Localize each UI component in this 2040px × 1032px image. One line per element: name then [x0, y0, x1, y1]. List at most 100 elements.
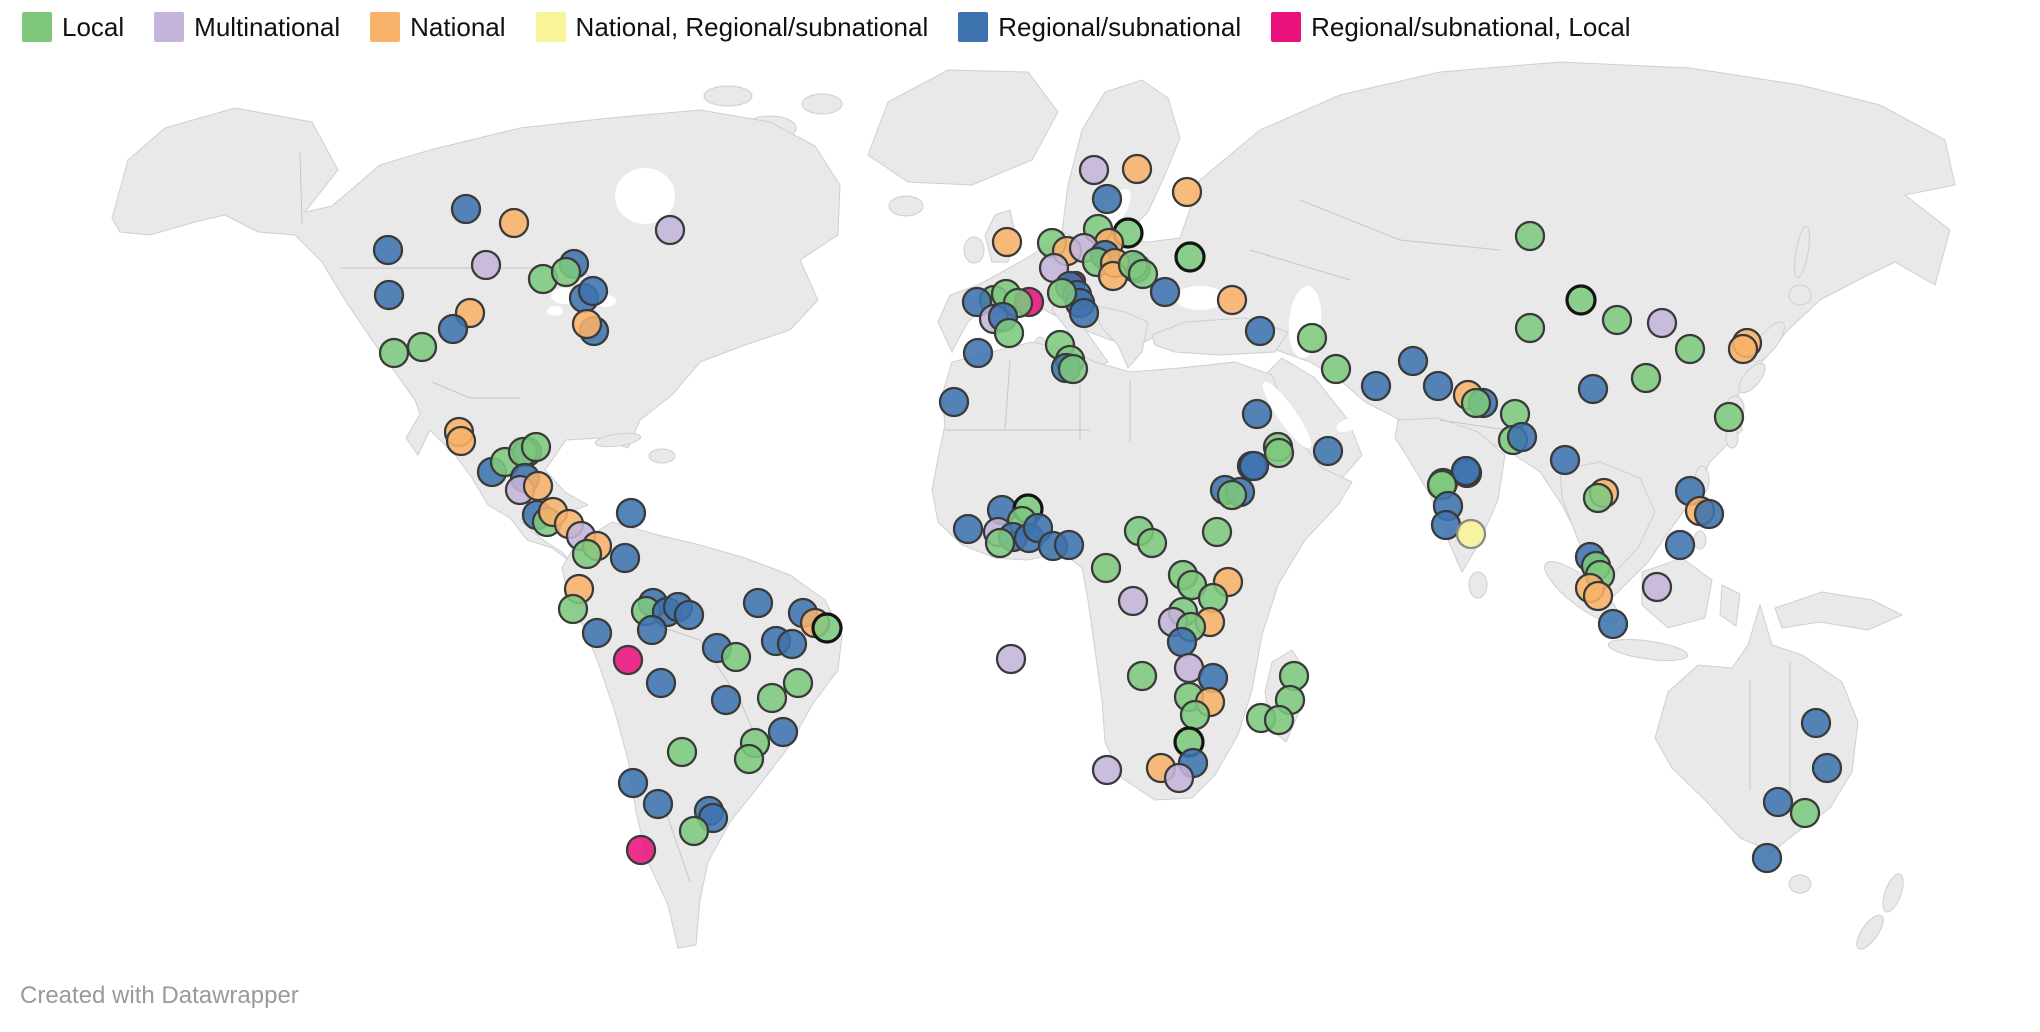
map-dot-local[interactable]: [984, 527, 1016, 559]
map-dot-regional-subnational[interactable]: [710, 684, 742, 716]
map-dot-regional-subnational[interactable]: [1577, 373, 1609, 405]
map-dot-local[interactable]: [756, 682, 788, 714]
map-dot-regional-subnational[interactable]: [437, 313, 469, 345]
map-dot-multinational[interactable]: [654, 214, 686, 246]
map-dot-local[interactable]: [678, 815, 710, 847]
map-dot-regional-subnational[interactable]: [1312, 435, 1344, 467]
map-dot-regional-subnational[interactable]: [1549, 444, 1581, 476]
map-dot-national[interactable]: [498, 207, 530, 239]
map-dot-regional-subnational[interactable]: [1800, 707, 1832, 739]
map-dot-national[interactable]: [1582, 580, 1614, 612]
map-dot-regional-subnational[interactable]: [1238, 450, 1270, 482]
map-dot-local[interactable]: [1713, 401, 1745, 433]
map-dot-local[interactable]: [1179, 699, 1211, 731]
map-dot-multinational[interactable]: [1117, 585, 1149, 617]
map-dot-local[interactable]: [1630, 362, 1662, 394]
map-dot-local[interactable]: [406, 331, 438, 363]
map-dot-multinational[interactable]: [1078, 154, 1110, 186]
map-dot-regional-subnational[interactable]: [1068, 297, 1100, 329]
map-dot-local[interactable]: [1460, 387, 1492, 419]
map-dot-local[interactable]: [1046, 277, 1078, 309]
map-dot-regional-subnational[interactable]: [1422, 370, 1454, 402]
map-dot-national[interactable]: [1171, 176, 1203, 208]
map-dot-national[interactable]: [1121, 153, 1153, 185]
map-dot-regional-subnational-local[interactable]: [625, 834, 657, 866]
map-dot-local[interactable]: [571, 538, 603, 570]
map-dot-regional-subnational[interactable]: [450, 193, 482, 225]
map-dot-regional-subnational[interactable]: [1149, 276, 1181, 308]
map-dot-regional-subnational[interactable]: [581, 617, 613, 649]
map-dot-regional-subnational[interactable]: [1811, 752, 1843, 784]
map-dot-multinational[interactable]: [1091, 754, 1123, 786]
map-dot-regional-subnational[interactable]: [1597, 608, 1629, 640]
map-dot-local[interactable]: [1601, 304, 1633, 336]
map-dot-local[interactable]: [1565, 284, 1597, 316]
map-dot-multinational[interactable]: [995, 643, 1027, 675]
map-dot-national[interactable]: [991, 226, 1023, 258]
datawrapper-credit[interactable]: Created with Datawrapper: [20, 982, 299, 1009]
map-dot-regional-subnational[interactable]: [1751, 842, 1783, 874]
map-dot-regional-subnational[interactable]: [952, 513, 984, 545]
map-dot-regional-subnational[interactable]: [767, 716, 799, 748]
map-dot-local[interactable]: [1514, 220, 1546, 252]
map-dot-multinational[interactable]: [1163, 762, 1195, 794]
map-dot-national[interactable]: [445, 425, 477, 457]
map-dot-local[interactable]: [1320, 353, 1352, 385]
map-dot-multinational[interactable]: [470, 249, 502, 281]
map-dot-regional-subnational[interactable]: [1166, 626, 1198, 658]
map-dot-local[interactable]: [1263, 704, 1295, 736]
map-dot-regional-subnational[interactable]: [645, 667, 677, 699]
map-dot-national[interactable]: [1216, 284, 1248, 316]
map-dot-regional-subnational[interactable]: [1241, 398, 1273, 430]
map-dot-regional-subnational[interactable]: [1360, 370, 1392, 402]
map-dot-regional-subnational[interactable]: [1762, 786, 1794, 818]
map-dot-local[interactable]: [378, 337, 410, 369]
map-dot-regional-subnational[interactable]: [776, 628, 808, 660]
map-dot-local[interactable]: [1136, 527, 1168, 559]
map-dot-regional-subnational[interactable]: [642, 788, 674, 820]
map-dot-regional-subnational[interactable]: [1506, 421, 1538, 453]
map-dot-regional-subnational[interactable]: [1450, 455, 1482, 487]
map-dot-local[interactable]: [1296, 322, 1328, 354]
map-dot-local[interactable]: [1674, 333, 1706, 365]
map-dot-local[interactable]: [666, 736, 698, 768]
map-dot-regional-subnational[interactable]: [577, 275, 609, 307]
map-dot-regional-subnational[interactable]: [938, 386, 970, 418]
map-dot-local[interactable]: [550, 256, 582, 288]
map-dot-national[interactable]: [522, 470, 554, 502]
map-dot-local[interactable]: [1174, 241, 1206, 273]
map-dot-regional-subnational-local[interactable]: [612, 644, 644, 676]
map-dot-regional-subnational[interactable]: [372, 234, 404, 266]
map-dot-local[interactable]: [1127, 258, 1159, 290]
map-dot-regional-subnational[interactable]: [1693, 498, 1725, 530]
map-dot-regional-subnational[interactable]: [617, 767, 649, 799]
map-dot-local[interactable]: [1789, 797, 1821, 829]
map-dot-regional-subnational[interactable]: [673, 599, 705, 631]
map-dot-local[interactable]: [1090, 552, 1122, 584]
map-dot-local[interactable]: [733, 743, 765, 775]
map-dot-regional-subnational[interactable]: [609, 542, 641, 574]
map-dot-regional-subnational[interactable]: [1053, 529, 1085, 561]
map-dot-local[interactable]: [1263, 437, 1295, 469]
map-dot-local[interactable]: [993, 317, 1025, 349]
map-dot-local[interactable]: [782, 667, 814, 699]
map-dot-local[interactable]: [1514, 312, 1546, 344]
map-dot-local[interactable]: [1126, 660, 1158, 692]
map-dot-regional-subnational[interactable]: [615, 497, 647, 529]
map-dot-national[interactable]: [571, 308, 603, 340]
map-dot-local[interactable]: [811, 612, 843, 644]
map-dot-regional-subnational[interactable]: [373, 279, 405, 311]
map-dot-regional-subnational[interactable]: [1664, 529, 1696, 561]
map-dot-local[interactable]: [720, 641, 752, 673]
map-dot-regional-subnational[interactable]: [1091, 183, 1123, 215]
map-dot-regional-subnational[interactable]: [1244, 315, 1276, 347]
map-dot-regional-subnational[interactable]: [962, 337, 994, 369]
map-dot-local[interactable]: [1582, 482, 1614, 514]
map-dot-local[interactable]: [1057, 353, 1089, 385]
map-dot-local[interactable]: [1216, 479, 1248, 511]
map-dot-local[interactable]: [557, 593, 589, 625]
map-dot-local[interactable]: [1201, 516, 1233, 548]
map-dot-national-regional-subnational[interactable]: [1455, 518, 1487, 550]
map-dot-local[interactable]: [520, 431, 552, 463]
map-dot-regional-subnational[interactable]: [1430, 509, 1462, 541]
